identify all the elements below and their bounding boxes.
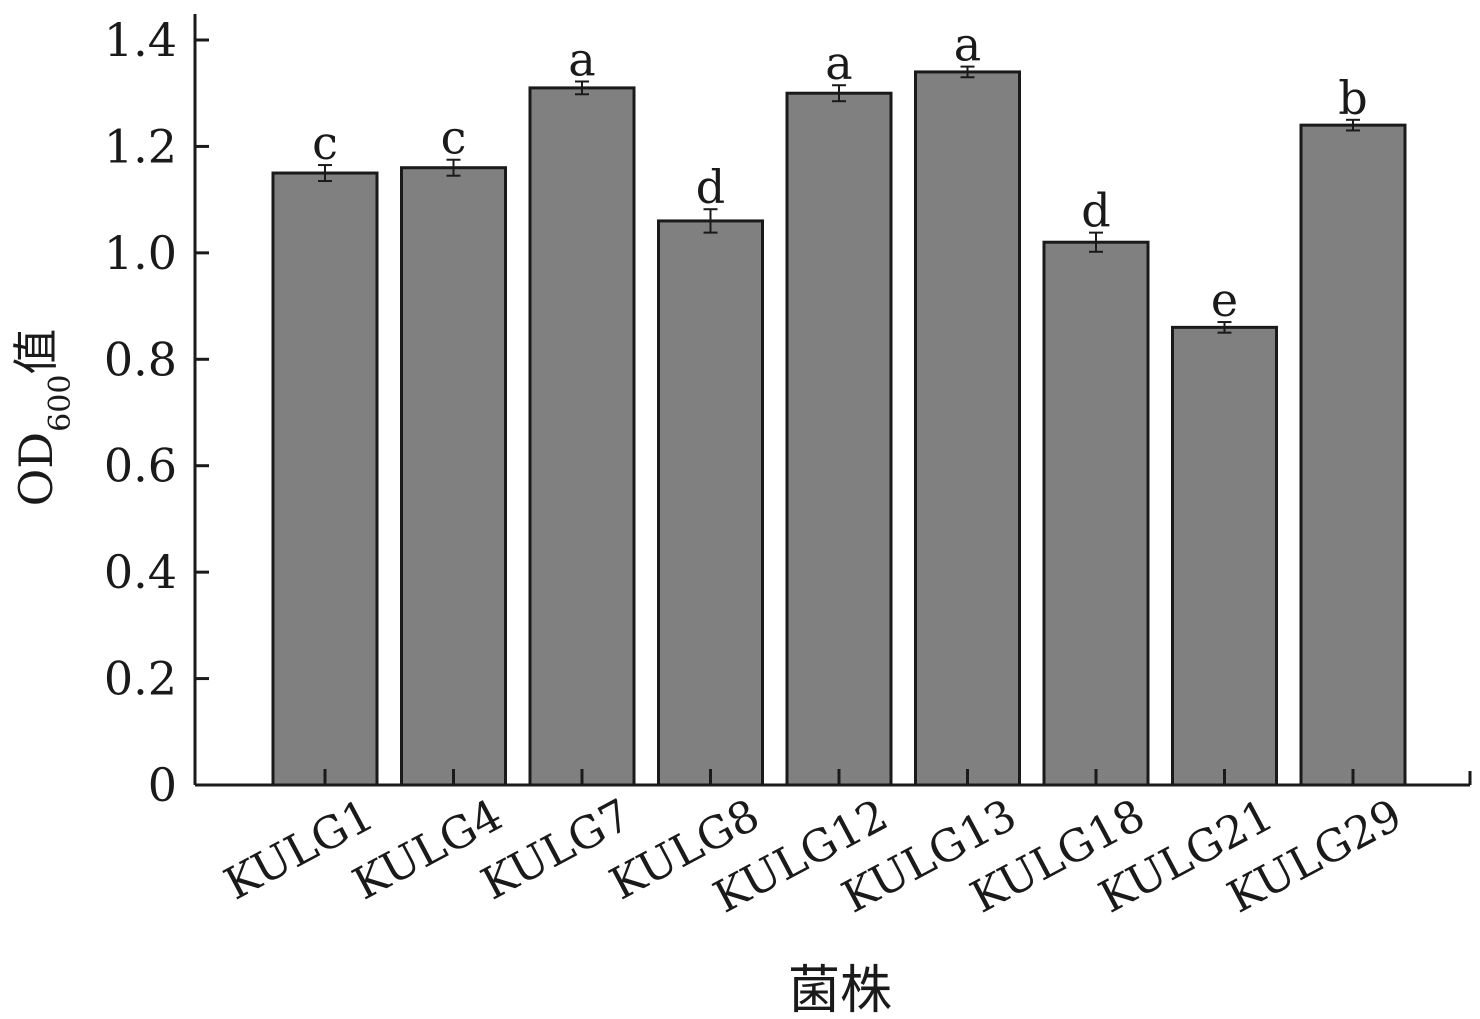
y-tick-label: 0.8 xyxy=(104,332,177,386)
y-axis-title-main: OD xyxy=(9,432,63,507)
y-tick-label: 1.2 xyxy=(104,119,177,173)
significance-label: a xyxy=(954,18,981,72)
y-tick-label: 0.6 xyxy=(104,439,177,493)
bars: c c a d a a d e b xyxy=(271,18,1407,787)
bar-KULG13 xyxy=(914,70,1021,787)
y-axis-title-subscript: 600 xyxy=(43,375,78,432)
bar-KULG8 xyxy=(657,219,764,787)
x-tick-label: KULG4 xyxy=(345,790,511,910)
x-axis-title: 菌株 xyxy=(788,961,892,1019)
significance-label: c xyxy=(441,111,467,165)
bar-KULG21 xyxy=(1171,325,1278,787)
bar-KULG7 xyxy=(528,86,636,787)
bar-KULG1 xyxy=(271,171,379,787)
y-axis-ticks: 0 0.2 0.4 0.6 0.8 1.0 1.2 1.4 xyxy=(104,13,209,812)
bar-KULG4 xyxy=(400,166,507,787)
significance-label: a xyxy=(825,36,852,90)
x-tick-label: KULG1 xyxy=(216,790,382,910)
y-tick-label: 1.4 xyxy=(104,13,177,67)
y-tick-label: 0.2 xyxy=(104,652,177,706)
x-axis-tick-labels: KULG1KULG4KULG7KULG8KULG12KULG13KULG18KU… xyxy=(216,790,1410,924)
y-tick-label: 1.0 xyxy=(104,226,177,280)
significance-label: e xyxy=(1211,273,1238,327)
bar-KULG12 xyxy=(785,91,893,787)
significance-label: d xyxy=(1081,184,1110,238)
bar-KULG29 xyxy=(1299,123,1407,787)
significance-label: c xyxy=(312,116,338,170)
bar-KULG18 xyxy=(1042,240,1150,787)
x-tick-label: KULG7 xyxy=(473,790,639,910)
y-tick-label: 0 xyxy=(148,758,177,812)
y-axis-title: OD600值 xyxy=(9,329,78,507)
significance-label: b xyxy=(1338,71,1367,125)
y-tick-label: 0.4 xyxy=(104,545,177,599)
y-axis-title-suffix: 值 xyxy=(9,329,63,375)
significance-label: d xyxy=(696,160,725,214)
significance-label: a xyxy=(568,33,595,87)
